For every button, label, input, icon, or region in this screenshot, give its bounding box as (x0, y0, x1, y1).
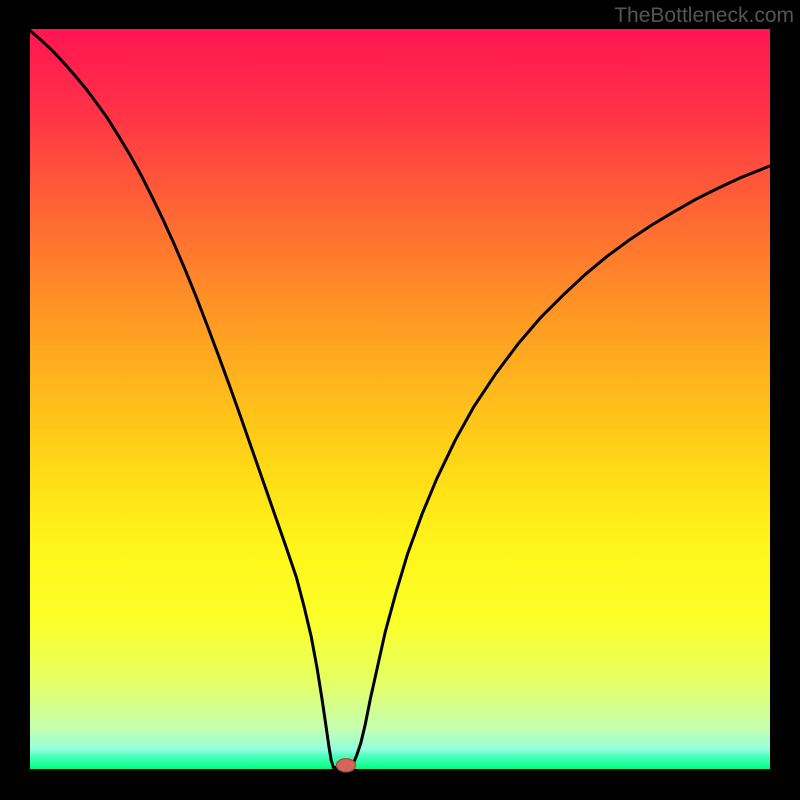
watermark-text: TheBottleneck.com (614, 4, 794, 28)
optimum-marker (336, 759, 355, 772)
plot-background (30, 29, 770, 769)
bottleneck-chart (0, 0, 800, 800)
